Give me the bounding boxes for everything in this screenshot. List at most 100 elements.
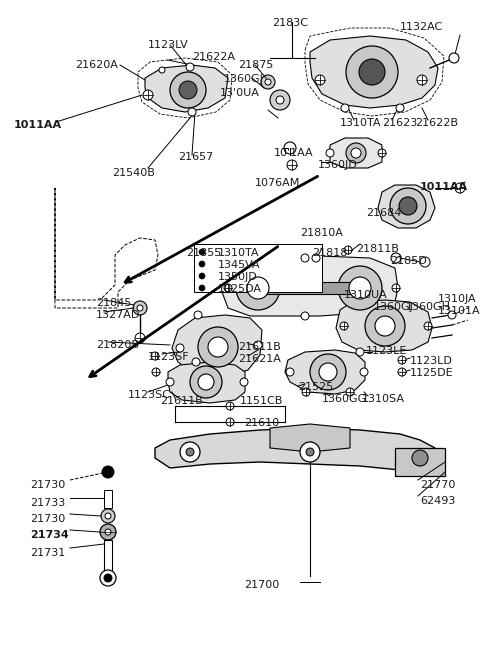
Polygon shape <box>336 300 432 352</box>
Bar <box>395 448 445 476</box>
Text: 21770: 21770 <box>420 480 456 490</box>
Circle shape <box>351 148 361 158</box>
Text: 21622A: 21622A <box>192 52 235 62</box>
Circle shape <box>240 378 248 386</box>
Circle shape <box>105 513 111 519</box>
Circle shape <box>455 183 465 193</box>
Circle shape <box>143 90 153 100</box>
Circle shape <box>396 104 404 112</box>
Polygon shape <box>155 428 435 470</box>
Polygon shape <box>222 256 398 316</box>
Circle shape <box>199 261 205 267</box>
Circle shape <box>346 143 366 163</box>
Circle shape <box>287 160 297 170</box>
Text: 1123LV: 1123LV <box>148 40 189 50</box>
Text: 21734: 21734 <box>30 530 69 540</box>
Circle shape <box>254 341 262 349</box>
Circle shape <box>398 368 406 376</box>
Text: 2183C: 2183C <box>272 18 308 28</box>
Circle shape <box>448 311 456 319</box>
Text: 21623: 21623 <box>382 118 417 128</box>
Text: 21622B: 21622B <box>415 118 458 128</box>
Text: 1360JD: 1360JD <box>318 160 358 170</box>
Circle shape <box>176 344 184 352</box>
Circle shape <box>390 188 426 224</box>
Circle shape <box>186 448 194 456</box>
Text: 1327AD: 1327AD <box>96 310 140 320</box>
Circle shape <box>302 388 310 396</box>
Text: 21621A: 21621A <box>238 354 281 364</box>
Circle shape <box>186 63 194 71</box>
Circle shape <box>344 246 352 254</box>
Circle shape <box>349 277 371 299</box>
Bar <box>258 282 360 294</box>
Circle shape <box>392 284 400 292</box>
Text: 10'1AA: 10'1AA <box>274 148 313 158</box>
Text: 1360GJ: 1360GJ <box>224 74 264 84</box>
Text: 1076AM: 1076AM <box>255 178 300 188</box>
Circle shape <box>102 466 114 478</box>
Circle shape <box>104 574 112 582</box>
Circle shape <box>137 305 143 311</box>
Text: 1350JD: 1350JD <box>218 272 258 282</box>
Circle shape <box>276 96 284 104</box>
Circle shape <box>301 254 309 262</box>
Circle shape <box>199 273 205 279</box>
Text: 1011AA: 1011AA <box>420 182 468 192</box>
Circle shape <box>346 388 354 396</box>
Text: 21611B: 21611B <box>160 396 203 406</box>
Text: 21611B: 21611B <box>238 342 281 352</box>
Circle shape <box>286 368 294 376</box>
Circle shape <box>399 197 417 215</box>
Polygon shape <box>168 362 245 403</box>
Text: 21845: 21845 <box>96 298 132 308</box>
Text: 1345VA: 1345VA <box>218 260 261 270</box>
Polygon shape <box>145 65 228 112</box>
Circle shape <box>100 570 116 586</box>
Text: 21875: 21875 <box>238 60 274 70</box>
Polygon shape <box>285 350 365 394</box>
Text: 21855: 21855 <box>186 248 221 258</box>
Circle shape <box>199 285 205 291</box>
Text: 21818: 21818 <box>312 248 348 258</box>
Circle shape <box>159 67 165 73</box>
Text: 1125DE: 1125DE <box>410 368 454 378</box>
Circle shape <box>326 149 334 157</box>
Text: 13'0UA: 13'0UA <box>220 88 260 98</box>
Text: 21733: 21733 <box>30 498 65 508</box>
Text: 21610: 21610 <box>244 418 279 428</box>
Circle shape <box>338 266 382 310</box>
Text: 2185D: 2185D <box>390 256 427 266</box>
Circle shape <box>101 509 115 523</box>
Circle shape <box>226 418 234 426</box>
Text: 1310UA: 1310UA <box>344 290 388 300</box>
Circle shape <box>359 59 385 85</box>
Circle shape <box>360 368 368 376</box>
Text: 1123LE: 1123LE <box>366 346 408 356</box>
Circle shape <box>375 316 395 336</box>
Circle shape <box>152 368 160 376</box>
Circle shape <box>449 53 459 63</box>
Bar <box>194 244 322 292</box>
Circle shape <box>378 149 386 157</box>
Circle shape <box>105 529 111 535</box>
Polygon shape <box>378 185 435 228</box>
Text: 21657: 21657 <box>178 152 213 162</box>
Circle shape <box>236 266 280 310</box>
Text: 1310SA: 1310SA <box>362 394 405 404</box>
Circle shape <box>226 402 234 410</box>
Text: 21730: 21730 <box>30 480 65 490</box>
Circle shape <box>319 363 337 381</box>
Circle shape <box>198 374 214 390</box>
Circle shape <box>306 448 314 456</box>
Circle shape <box>365 306 405 346</box>
Text: 21820B: 21820B <box>96 340 139 350</box>
Text: 13101A: 13101A <box>438 306 480 316</box>
Text: 1310JA: 1310JA <box>438 294 477 304</box>
Text: 1123SF: 1123SF <box>148 352 190 362</box>
Circle shape <box>265 79 271 85</box>
Circle shape <box>188 108 196 116</box>
Circle shape <box>170 72 206 108</box>
Polygon shape <box>270 424 350 452</box>
Bar <box>104 490 112 508</box>
